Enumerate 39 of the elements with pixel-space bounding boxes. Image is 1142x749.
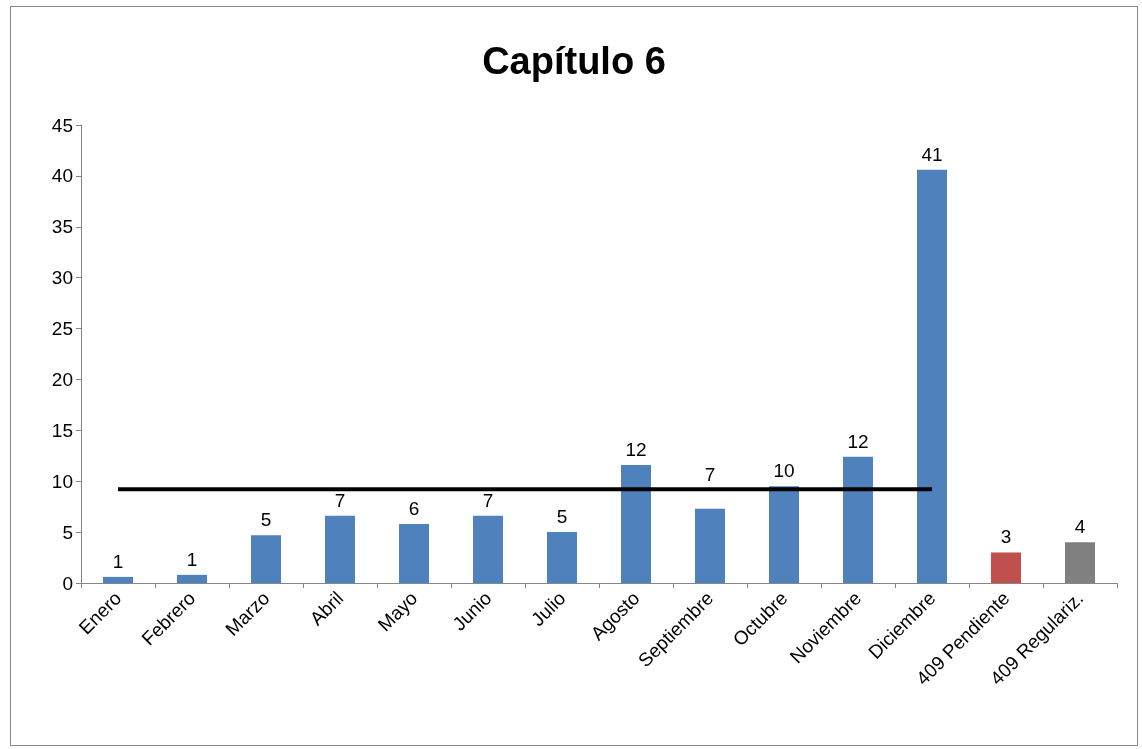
bar <box>843 456 873 583</box>
data-label: 4 <box>1074 516 1086 538</box>
y-tick-label: 30 <box>51 267 73 289</box>
x-tick-label: Julio <box>526 587 570 631</box>
y-tick-label: 20 <box>51 368 73 390</box>
bar <box>621 464 651 583</box>
data-label: 6 <box>408 497 420 519</box>
bar <box>399 523 429 583</box>
bar <box>991 552 1021 583</box>
data-label: 7 <box>482 489 494 511</box>
bar <box>695 508 725 583</box>
bar <box>547 532 577 583</box>
data-label: 7 <box>704 464 716 486</box>
data-label: 7 <box>334 489 346 511</box>
data-label: 5 <box>556 506 568 528</box>
bar <box>177 574 207 583</box>
bar <box>103 576 133 583</box>
bar <box>251 535 281 583</box>
y-tick-label: 15 <box>51 419 73 441</box>
data-label: 3 <box>1000 526 1012 548</box>
data-label: 41 <box>921 143 943 165</box>
data-label: 1 <box>112 550 124 572</box>
y-tick-label: 40 <box>51 165 73 187</box>
data-label: 10 <box>773 460 795 482</box>
y-tick-label: 25 <box>51 318 73 340</box>
y-tick-label: 0 <box>62 572 73 594</box>
data-label: 12 <box>625 438 647 460</box>
y-tick-label: 5 <box>62 521 73 543</box>
y-tick-label: 10 <box>51 470 73 492</box>
y-tick-label: 35 <box>51 216 73 238</box>
data-label: 1 <box>186 548 198 570</box>
chart-title: Capítulo 6 <box>482 40 666 82</box>
data-label: 12 <box>847 430 869 452</box>
bar <box>473 515 503 583</box>
bar <box>325 515 355 583</box>
bar <box>769 486 799 583</box>
bar <box>917 169 947 583</box>
y-tick-label: 45 <box>51 114 73 136</box>
data-label: 5 <box>260 509 272 531</box>
